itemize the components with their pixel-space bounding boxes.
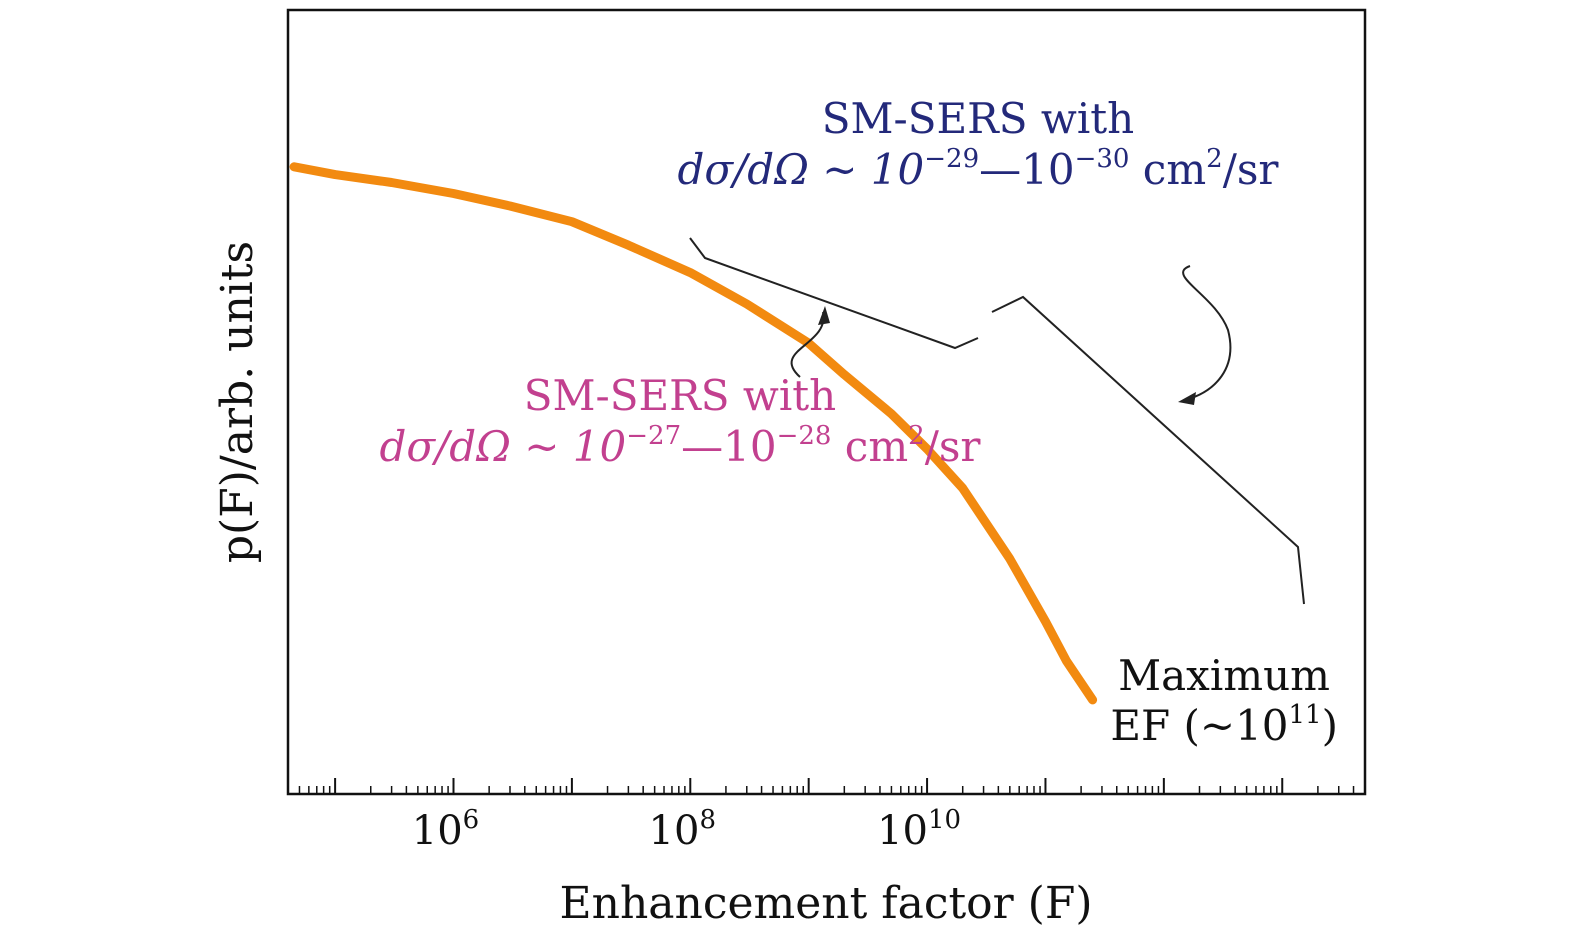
high-range-bracket <box>991 295 1305 605</box>
plot-frame <box>286 8 1367 796</box>
annotation-high-line2: dσ/dΩ ~ 10−29—10−30 cm2/sr <box>678 144 1280 194</box>
low-range-arrowhead <box>818 306 830 325</box>
annotation-max-line2: EF (~1011) <box>1110 700 1338 750</box>
annotation-high-line1: SM-SERS with <box>822 94 1134 143</box>
x-tick-labels: 106 108 1010 <box>412 805 961 854</box>
y-axis-label: p(F)/arb. units <box>212 241 263 563</box>
x-axis-label: Enhancement factor (F) <box>559 878 1092 929</box>
high-range-arrowhead <box>1178 392 1196 405</box>
series-curve <box>289 162 1098 705</box>
annotation-max-line1: Maximum <box>1118 651 1330 700</box>
x-tick-label: 106 <box>412 805 479 854</box>
x-axis-ticks <box>287 778 1366 794</box>
annotation-low-line2: dσ/dΩ ~ 10−27—10−28 cm2/sr <box>380 421 982 471</box>
low-range-bracket <box>689 237 979 350</box>
x-tick-label: 1010 <box>877 805 961 854</box>
x-tick-label: 108 <box>649 805 716 854</box>
annotation-low-line1: SM-SERS with <box>524 371 836 420</box>
high-range-arrow <box>1182 265 1232 401</box>
